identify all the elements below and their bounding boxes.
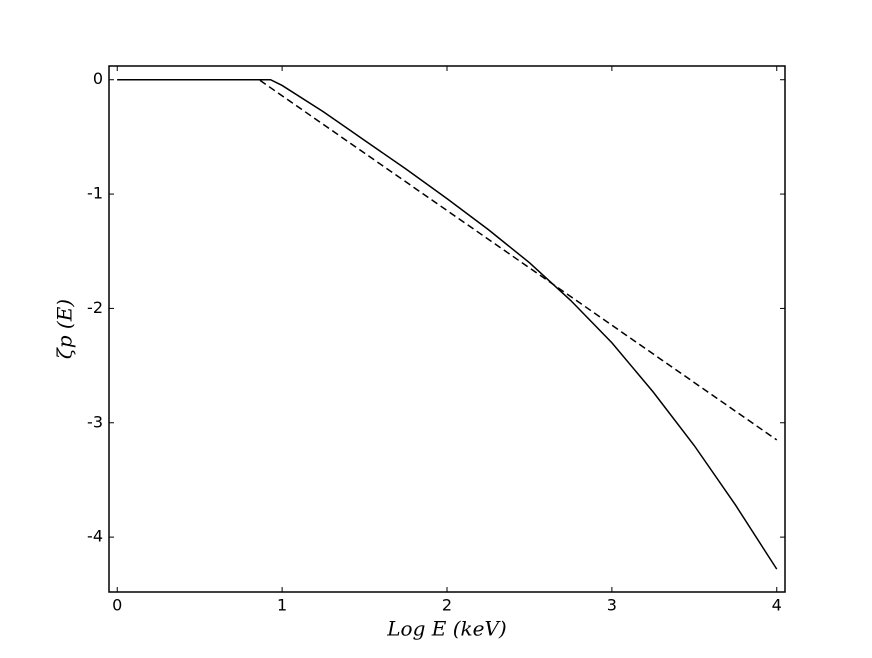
data-line xyxy=(117,78,778,570)
y-tick-label: -1 xyxy=(87,184,103,203)
x-tick-label: 2 xyxy=(442,596,452,615)
x-tick-label: 0 xyxy=(112,596,122,615)
x-tick-label: 4 xyxy=(772,596,782,615)
x-axis-label: Log E (keV) xyxy=(386,617,506,641)
x-tick-label: 1 xyxy=(277,596,287,615)
y-tick-label: -3 xyxy=(87,412,103,431)
y-tick-label: 0 xyxy=(93,69,103,88)
x-tick-label: 3 xyxy=(607,596,617,615)
y-tick-label: -2 xyxy=(87,298,103,317)
y-axis-label: ζp (E) xyxy=(53,299,77,359)
y-tick-label: -4 xyxy=(87,527,103,546)
plot-frame xyxy=(108,65,786,593)
data-line xyxy=(117,78,778,441)
